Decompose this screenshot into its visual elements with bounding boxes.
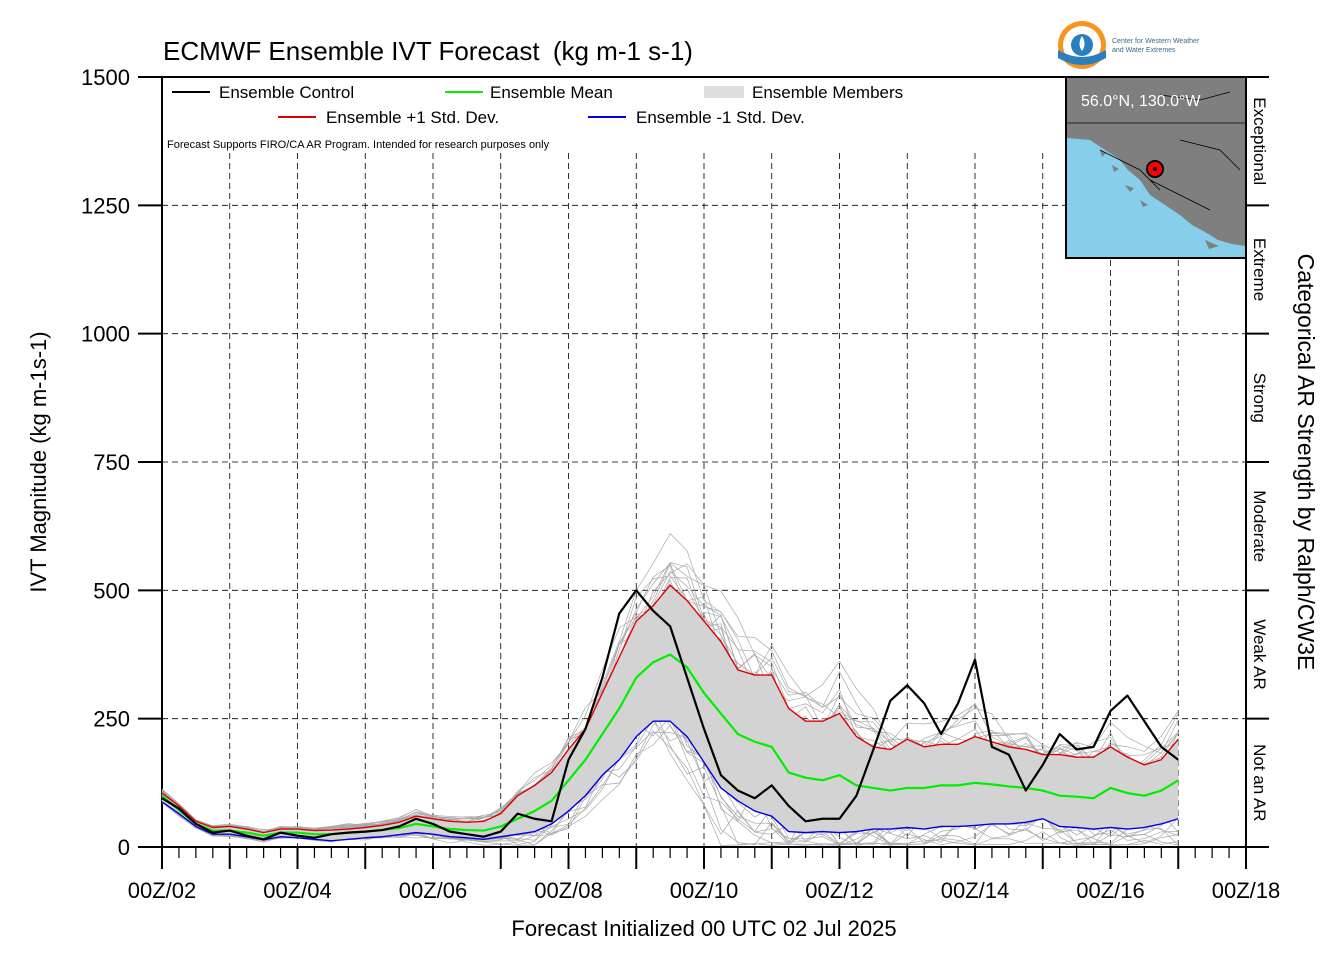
x-tick-label: 00Z/10: [670, 878, 739, 903]
x-tick-label: 00Z/04: [263, 878, 332, 903]
ar-category-label: Moderate: [1250, 490, 1269, 562]
y-tick-label: 750: [93, 450, 130, 475]
legend-members: Ensemble Members: [752, 83, 903, 102]
y-tick-label: 1250: [81, 193, 130, 218]
x-tick-label: 00Z/02: [128, 878, 197, 903]
legend-control: Ensemble Control: [219, 83, 354, 102]
ar-category-label: Strong: [1250, 373, 1269, 423]
x-axis-title: Forecast Initialized 00 UTC 02 Jul 2025: [511, 916, 896, 941]
ensemble-member-line: [161, 563, 1179, 833]
legend-mean: Ensemble Mean: [490, 83, 613, 102]
ensemble-member-line: [161, 564, 1179, 831]
axis-layer: 0 250 500 750 1000 1250 1500 00Z/02 00Z/04 00Z/06…: [81, 65, 1280, 903]
ensemble-member-line: [161, 562, 1179, 831]
legend-members-swatch: [704, 86, 744, 98]
chart-title-units: (kg m-1 s-1): [553, 36, 693, 66]
x-tick-label: 00Z/06: [399, 878, 468, 903]
ar-category-label: Extreme: [1250, 238, 1269, 301]
y-tick-label: 0: [118, 835, 130, 860]
ar-category-label: Weak AR: [1250, 619, 1269, 690]
ensemble-1-std-dev-line: [161, 720, 1179, 842]
series-layer: [161, 584, 1179, 842]
cw3e-logo: Center for Western Weather and Water Ext…: [1058, 21, 1200, 69]
grid-layer: [162, 153, 1246, 847]
y-tick-label: 1000: [81, 322, 130, 347]
legend: Ensemble Control Ensemble Mean Ensemble …: [167, 83, 903, 151]
ar-category-label: Not an AR: [1250, 744, 1269, 822]
y-tick-label: 500: [93, 578, 130, 603]
ensemble-1-std-dev-line: [161, 584, 1179, 834]
logo-line-2: and Water Extremes: [1112, 47, 1176, 54]
y-tick-label: 1500: [81, 65, 130, 90]
right-axis-title: Categorical AR Strength by Ralph/CW3E: [1293, 254, 1319, 671]
logo-line-1: Center for Western Weather: [1112, 38, 1200, 45]
ensemble-control-line: [161, 589, 1179, 841]
disclaimer-note: Forecast Supports FIRO/CA AR Program. In…: [167, 139, 550, 151]
x-tick-label: 00Z/18: [1212, 878, 1281, 903]
legend-plus-std: Ensemble +1 Std. Dev.: [326, 108, 499, 127]
x-tick-label: 00Z/12: [805, 878, 874, 903]
location-map-inset: 56.0°N, 130.0°W: [1065, 76, 1247, 259]
legend-minus-std: Ensemble -1 Std. Dev.: [636, 108, 805, 127]
spread-layer: [162, 585, 1179, 841]
chart-title: ECMWF Ensemble IVT Forecast (kg m-1 s-1): [163, 36, 693, 66]
ar-category-label: Exceptional: [1250, 97, 1269, 185]
ensemble-member-line: [161, 562, 1179, 834]
map-coordinates: 56.0°N, 130.0°W: [1081, 93, 1201, 110]
x-tick-label: 00Z/16: [1076, 878, 1145, 903]
std-dev-band: [162, 585, 1179, 841]
y-axis-title: IVT Magnitude (kg m-1s-1): [26, 331, 51, 592]
x-tick-label: 00Z/14: [941, 878, 1010, 903]
x-tick-label: 00Z/08: [534, 878, 603, 903]
y-tick-label: 250: [93, 707, 130, 732]
